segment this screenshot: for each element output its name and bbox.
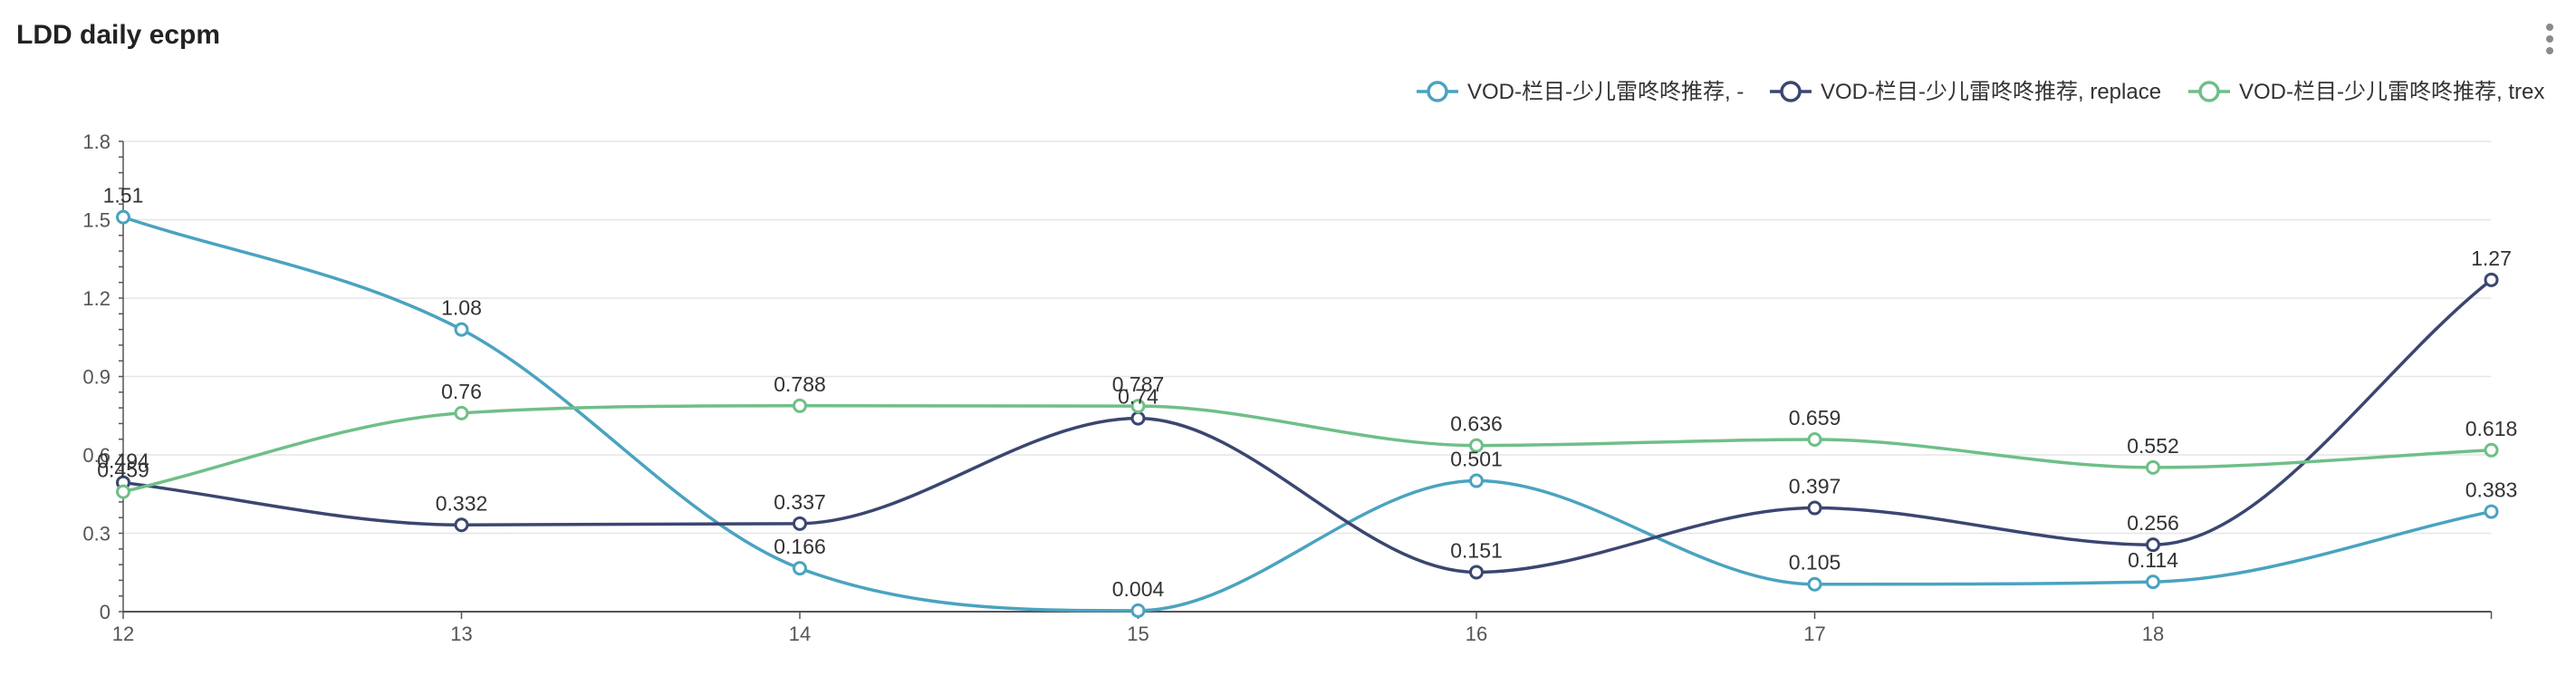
data-label: 0.166: [774, 535, 826, 558]
legend-label[interactable]: VOD-栏目-少儿雷咚咚推荐, -: [1467, 80, 1744, 104]
data-label: 0.151: [1450, 538, 1503, 562]
data-point[interactable]: [2146, 459, 2160, 475]
data-label: 1.51: [103, 184, 144, 208]
legend-marker[interactable]: [1427, 81, 1448, 102]
data-label: 0.552: [2127, 434, 2179, 458]
data-label: 0.501: [1450, 448, 1503, 471]
data-label: 0.787: [1112, 372, 1165, 396]
data-point[interactable]: [1130, 603, 1146, 618]
data-point[interactable]: [2146, 537, 2160, 553]
x-tick-label: 16: [1466, 623, 1487, 645]
data-label: 0.636: [1450, 412, 1503, 436]
series-line-1: [122, 278, 2493, 575]
data-point[interactable]: [1469, 438, 1484, 453]
data-label: 0.788: [774, 372, 826, 396]
y-tick-label: 1.5: [82, 209, 111, 232]
data-point[interactable]: [793, 516, 807, 531]
series-line-2: [122, 404, 2492, 494]
legend-label[interactable]: VOD-栏目-少儿雷咚咚推荐, trex: [2239, 80, 2544, 104]
y-tick-label: 0.9: [82, 366, 111, 389]
y-tick-label: 0: [100, 601, 111, 623]
data-point[interactable]: [1807, 576, 1822, 592]
data-label: 0.114: [2128, 548, 2178, 572]
data-point[interactable]: [2484, 442, 2499, 458]
y-tick-label: 1.2: [82, 287, 111, 310]
data-point[interactable]: [1807, 500, 1822, 516]
data-point[interactable]: [2484, 272, 2499, 287]
data-point[interactable]: [454, 517, 469, 533]
data-label: 0.256: [2127, 511, 2179, 535]
y-tick-label: 0.6: [82, 444, 111, 467]
series-line-0: [122, 215, 2492, 613]
data-point[interactable]: [2484, 504, 2499, 519]
data-label: 0.659: [1789, 406, 1841, 430]
x-tick-label: 15: [1127, 623, 1149, 645]
data-label: 1.08: [441, 296, 482, 320]
x-tick-label: 13: [450, 623, 472, 645]
data-label: 0.618: [2465, 417, 2518, 440]
data-label: 0.337: [774, 490, 826, 514]
data-point[interactable]: [2146, 575, 2160, 590]
data-point[interactable]: [793, 398, 807, 413]
data-point[interactable]: [1130, 399, 1146, 414]
data-label: 1.27: [2471, 246, 2512, 270]
more-vertical-icon[interactable]: [2543, 24, 2556, 56]
chart-title: LDD daily ecpm: [16, 20, 221, 50]
data-point[interactable]: [454, 322, 469, 337]
x-tick-label: 18: [2142, 623, 2164, 645]
x-tick-label: 17: [1803, 623, 1825, 645]
data-label: 0.459: [97, 459, 149, 482]
data-point[interactable]: [116, 209, 130, 225]
data-point[interactable]: [116, 484, 130, 499]
legend-marker[interactable]: [2198, 81, 2220, 102]
data-label: 0.105: [1789, 551, 1841, 575]
data-label: 0.494: [97, 449, 149, 473]
data-point[interactable]: [793, 561, 807, 576]
data-label: 0.383: [2465, 478, 2518, 502]
x-tick-label: 12: [112, 623, 134, 645]
data-label: 0.332: [436, 491, 488, 515]
data-point[interactable]: [1130, 410, 1146, 426]
data-label: 0.74: [1118, 385, 1158, 409]
y-tick-label: 1.8: [82, 130, 111, 153]
data-point[interactable]: [1469, 473, 1484, 488]
data-label: 0.397: [1789, 475, 1841, 498]
data-label: 0.004: [1112, 577, 1165, 601]
legend-marker[interactable]: [1780, 81, 1802, 102]
data-point[interactable]: [1469, 565, 1484, 580]
data-point[interactable]: [1807, 431, 1822, 447]
legend-label[interactable]: VOD-栏目-少儿雷咚咚推荐, replace: [1821, 80, 2161, 104]
data-point[interactable]: [454, 405, 469, 420]
y-tick-label: 0.3: [82, 523, 111, 546]
data-label: 0.76: [441, 380, 482, 403]
x-tick-label: 14: [789, 623, 811, 645]
